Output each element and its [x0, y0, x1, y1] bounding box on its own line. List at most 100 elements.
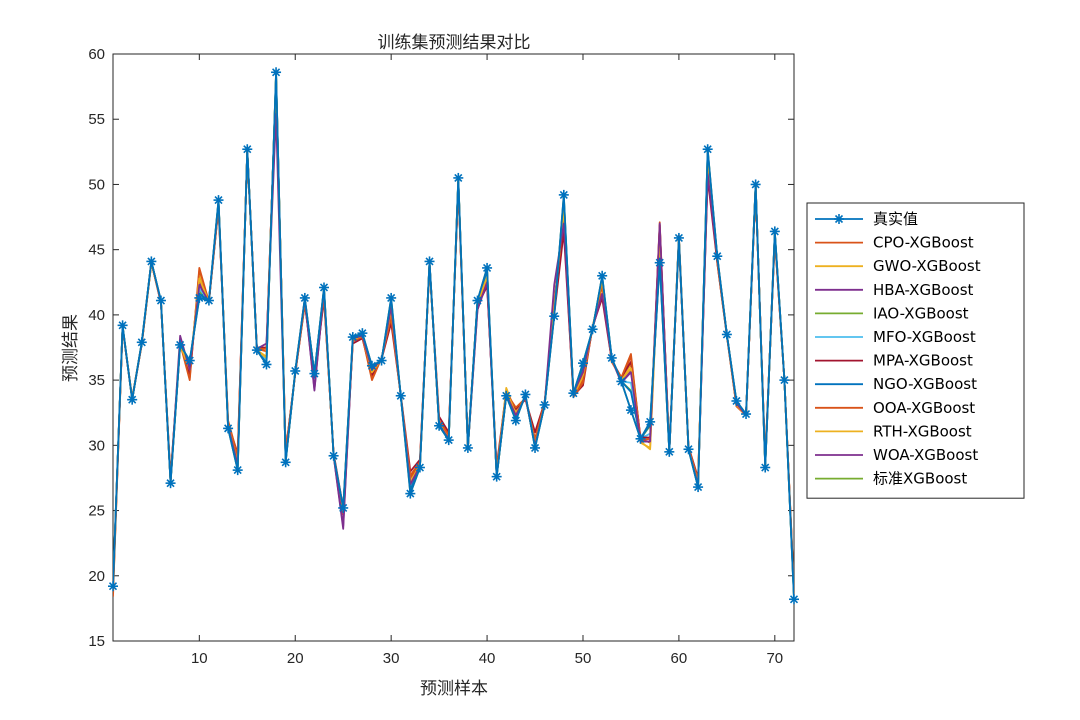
data-point — [491, 471, 502, 482]
legend-item: HBA-XGBoost — [815, 281, 974, 299]
data-point — [654, 257, 665, 268]
data-point — [203, 295, 214, 306]
data-point — [597, 270, 608, 281]
y-tick-label: 40 — [88, 307, 105, 324]
data-point-stroke — [214, 196, 223, 205]
data-point — [242, 144, 253, 155]
data-point — [645, 416, 656, 427]
data-point — [271, 67, 282, 78]
data-point-stroke — [761, 463, 770, 472]
axes-box — [112, 53, 795, 642]
data-point — [194, 292, 205, 303]
data-point-stroke — [108, 582, 118, 591]
legend-marker-stroke — [834, 214, 844, 224]
data-point — [319, 282, 330, 293]
data-point-stroke — [636, 434, 645, 443]
data-point-stroke — [444, 436, 453, 445]
data-point-stroke — [377, 356, 386, 365]
data-point-stroke — [271, 68, 281, 77]
legend-marker — [834, 214, 844, 224]
data-point-stroke — [694, 483, 703, 492]
data-point-stroke — [339, 503, 348, 513]
y-tick-label: 25 — [88, 503, 105, 520]
data-point — [568, 388, 579, 399]
x-tick-label: 10 — [191, 650, 208, 667]
data-point-stroke — [128, 395, 137, 404]
data-point — [405, 488, 416, 499]
legend-item: 标准XGBoost — [815, 470, 967, 488]
legend-label: CPO-XGBoost — [873, 234, 974, 252]
data-point-stroke — [559, 190, 568, 199]
data-point — [731, 395, 742, 406]
data-point — [741, 409, 752, 420]
data-point-stroke — [118, 321, 127, 330]
data-point-stroke — [463, 443, 472, 453]
data-point-stroke — [435, 421, 444, 430]
data-point — [606, 352, 617, 363]
y-tick-label: 35 — [88, 372, 105, 389]
legend-label: RTH-XGBoost — [873, 422, 972, 440]
data-point — [587, 324, 598, 335]
data-point-stroke — [713, 252, 722, 261]
data-point — [443, 435, 454, 446]
data-point-stroke — [291, 366, 300, 376]
data-point-stroke — [665, 447, 674, 456]
data-point-stroke — [483, 263, 492, 272]
legend-box — [806, 202, 1025, 499]
data-point-stroke — [511, 416, 520, 425]
data-point-stroke — [415, 463, 424, 472]
legend-item: WOA-XGBoost — [815, 446, 978, 464]
data-point-stroke — [137, 338, 146, 347]
data-point-stroke — [617, 377, 626, 386]
data-point-stroke — [156, 296, 166, 305]
data-point-stroke — [780, 376, 789, 385]
data-point-stroke — [722, 330, 731, 339]
data-point — [165, 478, 176, 489]
data-point — [366, 360, 377, 371]
data-point — [625, 405, 636, 416]
data-point-stroke — [195, 293, 204, 302]
legend-item: MPA-XGBoost — [815, 352, 973, 370]
data-point — [357, 328, 368, 339]
y-tick-label: 50 — [88, 176, 105, 193]
data-point — [395, 390, 406, 401]
data-point — [721, 329, 732, 340]
data-point — [683, 444, 694, 455]
data-point-stroke — [550, 312, 559, 321]
data-point — [712, 251, 723, 262]
data-point-stroke — [300, 293, 309, 302]
data-point-stroke — [751, 180, 760, 189]
legend-label: NGO-XGBoost — [873, 375, 977, 393]
y-tick-label: 20 — [88, 568, 105, 585]
y-tick-label: 60 — [88, 46, 105, 63]
legend: 真实值 CPO-XGBoost GWO-XGBoost HBA-XGBoost IAO-… — [806, 202, 1025, 499]
data-point — [520, 389, 531, 400]
data-point-stroke — [224, 424, 233, 433]
data-point — [136, 337, 147, 348]
data-point — [223, 423, 234, 434]
data-point-stroke — [176, 340, 185, 349]
data-point-stroke — [646, 417, 655, 426]
data-point — [673, 232, 684, 243]
chart-title: 训练集预测结果对比 — [378, 33, 531, 53]
data-point-stroke — [252, 346, 261, 355]
data-point-stroke — [521, 390, 530, 399]
data-point — [175, 339, 186, 350]
data-point-stroke — [204, 296, 213, 305]
data-point-stroke — [310, 369, 319, 378]
data-point — [299, 292, 310, 303]
data-point — [635, 433, 646, 444]
data-point — [386, 292, 397, 303]
data-point — [760, 462, 771, 473]
data-point — [146, 256, 157, 267]
data-point-stroke — [185, 356, 194, 365]
legend-label: 真实值 — [873, 210, 918, 228]
data-point — [549, 311, 560, 322]
legend-item: GWO-XGBoost — [815, 257, 981, 275]
data-point-stroke — [655, 258, 664, 267]
data-point-stroke — [396, 391, 405, 400]
data-point — [530, 442, 541, 453]
data-point-stroke — [387, 293, 396, 302]
data-point — [482, 262, 493, 273]
